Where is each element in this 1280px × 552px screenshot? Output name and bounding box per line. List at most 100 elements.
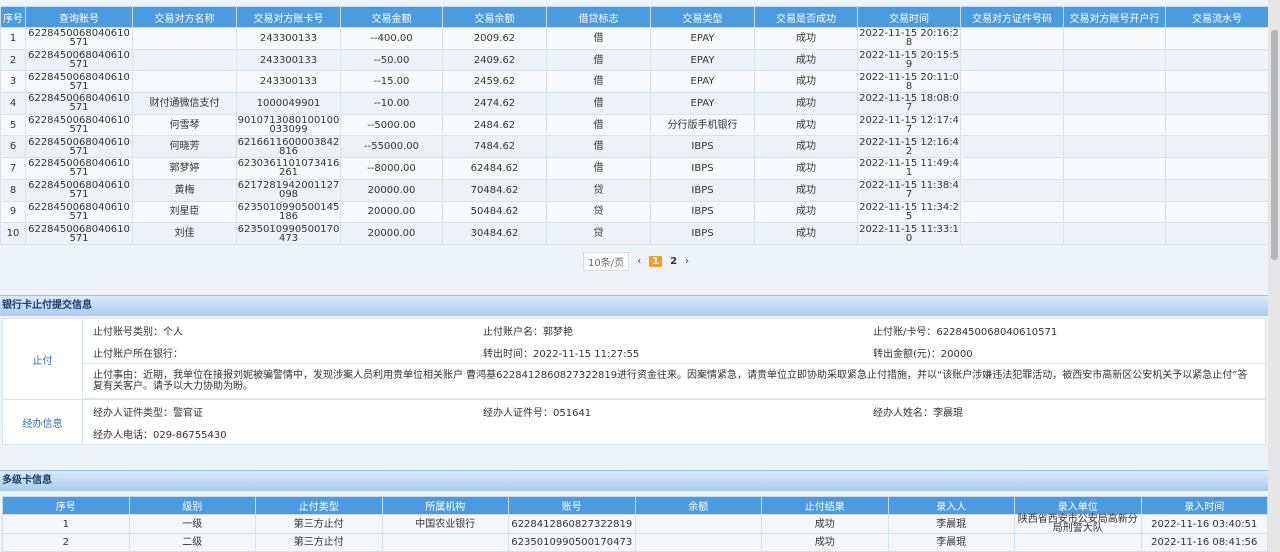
table-cell: 6228450068040610571 — [25, 48, 133, 72]
column-header: 所属机构 — [381, 496, 509, 515]
column-header: 交易时间 — [857, 6, 961, 28]
multi-card-section-header: 多级卡信息 — [0, 470, 1268, 491]
table-row[interactable]: 7 6228450068040610571 郭梦婷 62303611010734162… — [0, 157, 1269, 180]
table-row[interactable]: 1 6228450068040610571 243300133 --400.00 200… — [0, 27, 1269, 50]
table-cell — [1165, 113, 1269, 137]
table-cell: 2022-11-15 12:16:42 — [857, 135, 961, 159]
table-cell: 2022-11-16 08:41:56 — [1140, 533, 1268, 552]
transactions-table: 序号 查询账号 交易对方名称 交易对方账卡号 交易金额 交易余额 借贷标志 交易类型 交易是否成… — [0, 6, 1269, 245]
column-header: 交易对方账号开户行 — [1063, 6, 1166, 28]
table-cell: 6216611600003842816 — [236, 135, 341, 159]
table-row[interactable]: 9 6228450068040610571 刘星臣 62350109905001451… — [0, 200, 1269, 224]
page-2-button[interactable]: 2 — [670, 256, 678, 267]
table-cell: 2022-11-15 12:17:47 — [857, 113, 961, 137]
column-header: 止付类型 — [255, 496, 383, 515]
table-cell — [960, 70, 1064, 94]
table-row[interactable]: 5 6228450068040610571 何雪琴 90107130801001000… — [0, 113, 1269, 137]
table-cell — [132, 48, 237, 72]
handler-label: 经办信息 — [3, 400, 83, 444]
table-cell: 成功 — [754, 113, 858, 137]
scrollbar[interactable] — [1268, 0, 1280, 552]
table-cell: 2009.62 — [442, 27, 547, 50]
table-cell: 2484.62 — [442, 113, 547, 137]
table-row[interactable]: 1 一级 第三方止付 中国农业银行 6228412860827322819 成功 李晨琨 陕西… — [2, 514, 1268, 534]
table-cell: 6228450068040610571 — [25, 70, 133, 94]
table-cell — [634, 533, 762, 552]
table-cell: --15.00 — [340, 70, 443, 94]
table-cell: 2409.62 — [442, 48, 547, 72]
table-cell: 3 — [0, 70, 26, 94]
table-cell — [1165, 135, 1269, 159]
table-cell: IBPS — [650, 200, 755, 224]
table-cell — [1063, 178, 1166, 202]
table-cell — [1165, 178, 1269, 202]
table-row[interactable]: 2 6228450068040610571 243300133 --50.00 2409… — [0, 48, 1269, 72]
table-cell: 成功 — [754, 27, 858, 50]
multi-card-table: 序号 级别 止付类型 所属机构 账号 余额 止付结果 录入人 录入单位 录入时间 1 一级 第三方止付中… — [2, 496, 1268, 552]
table-cell: 243300133 — [236, 70, 341, 94]
table-cell: 6228450068040610571 — [25, 27, 133, 50]
table-cell: 分行版手机银行 — [650, 113, 755, 137]
table-row[interactable]: 6 6228450068040610571 何晓芳 62166116000038428… — [0, 135, 1269, 159]
table-cell: 7 — [0, 157, 26, 180]
table-cell: 1000049901 — [236, 92, 341, 115]
table-cell: 李晨琨 — [887, 533, 1015, 552]
table-cell — [1165, 48, 1269, 72]
next-page-icon[interactable]: › — [685, 256, 690, 267]
table-cell: 9010713080100100033099 — [236, 113, 341, 137]
column-header: 交易对方证件号码 — [960, 6, 1064, 28]
table-cell — [1165, 200, 1269, 224]
table-cell: 6235010990500170473 — [508, 533, 636, 552]
column-header: 录入人 — [887, 496, 1015, 515]
table-cell: 郭梦婷 — [132, 157, 237, 180]
table-cell: --400.00 — [340, 27, 443, 50]
table-row[interactable]: 4 6228450068040610571 财付通微信支付 1000049901 --1… — [0, 92, 1269, 115]
table-cell: EPAY — [650, 48, 755, 72]
column-header: 录入时间 — [1140, 496, 1268, 515]
table-cell — [1063, 113, 1166, 137]
table-cell — [960, 200, 1064, 224]
table-cell: 成功 — [761, 514, 889, 534]
table-cell: 2022-11-15 20:15:59 — [857, 48, 961, 72]
table-cell: 6228450068040610571 — [25, 113, 133, 137]
column-header: 序号 — [0, 6, 26, 28]
table-row[interactable]: 3 6228450068040610571 243300133 --15.00 2459… — [0, 70, 1269, 94]
table-cell: EPAY — [650, 27, 755, 50]
table-cell: 成功 — [761, 533, 889, 552]
table-cell — [960, 135, 1064, 159]
table-cell: 2022-11-15 20:11:08 — [857, 70, 961, 94]
table-cell: 成功 — [754, 92, 858, 115]
table-cell: 6235010990500145186 — [236, 200, 341, 224]
table-cell: 6 — [0, 135, 26, 159]
table-row[interactable]: 10 6228450068040610571 刘佳 62350109905001704… — [0, 222, 1269, 245]
page-size-select[interactable]: 10条/页 — [583, 252, 630, 271]
table-cell: 2474.62 — [442, 92, 547, 115]
table-cell: 一级 — [128, 514, 256, 534]
table-cell — [1063, 92, 1166, 115]
handler-id-no: 经办人证件号：051641 — [483, 407, 592, 419]
table-cell: 1 — [0, 27, 26, 50]
table-cell — [960, 48, 1064, 72]
table-cell: 2022-11-15 11:34:25 — [857, 200, 961, 224]
table-cell: 2022-11-15 18:08:07 — [857, 92, 961, 115]
table-cell: 50484.62 — [442, 200, 547, 224]
column-header: 交易是否成功 — [754, 6, 858, 28]
table-cell: 20000.00 — [340, 178, 443, 202]
table-cell: 6228450068040610571 — [25, 200, 133, 224]
table-cell: 财付通微信支付 — [132, 92, 237, 115]
table-cell: 李晨琨 — [887, 514, 1015, 534]
table-row[interactable]: 2 二级 第三方止付 6235010990500170473 成功 李晨琨 2022-11-… — [2, 533, 1268, 552]
handler-name: 经办人姓名：李晨琨 — [873, 407, 963, 419]
table-cell — [960, 157, 1064, 180]
table-cell — [634, 514, 762, 534]
table-cell: 成功 — [754, 48, 858, 72]
table-cell: 6228450068040610571 — [25, 222, 133, 245]
page-1-button[interactable]: 1 — [649, 256, 663, 267]
table-cell: 贷 — [546, 200, 651, 224]
table-cell: 6228450068040610571 — [25, 178, 133, 202]
table-row[interactable]: 8 6228450068040610571 黄梅 621728194200112709… — [0, 178, 1269, 202]
table-cell: 贷 — [546, 222, 651, 245]
table-cell — [960, 178, 1064, 202]
scrollbar-thumb[interactable] — [1271, 30, 1278, 260]
prev-page-icon[interactable]: ‹ — [637, 256, 642, 267]
